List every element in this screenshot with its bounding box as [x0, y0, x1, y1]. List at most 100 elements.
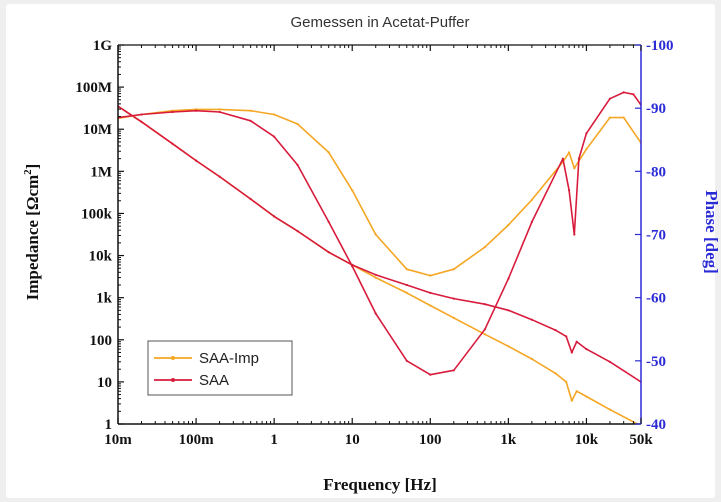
y-left-tick-label: 1k	[96, 291, 113, 307]
y-left-tick-label: 10M	[83, 122, 112, 138]
series-point-impedance-2	[608, 360, 612, 363]
series-point-phase-4	[140, 113, 143, 116]
series-line-phase-3	[118, 108, 641, 277]
series-point-impedance-2	[575, 340, 578, 343]
legend-label: SAA	[199, 372, 229, 389]
series-point-phase-4	[429, 373, 432, 376]
series-point-phase-4	[577, 157, 581, 160]
series-point-impedance-1	[429, 304, 432, 307]
legend-swatch-marker	[171, 378, 175, 382]
series-point-phase-4	[374, 312, 377, 315]
series-point-impedance-2	[565, 335, 568, 338]
x-tick-label: 1	[270, 432, 278, 448]
y-left-tick-label: 1M	[90, 164, 112, 180]
y-right-tick-label: -100	[646, 38, 674, 54]
chart-title: Gemessen in Acetat-Puffer	[291, 14, 470, 31]
series-point-phase-4	[195, 109, 198, 112]
series-point-impedance-1	[374, 276, 377, 279]
y-axis-label-left: Impedance [Ωcm2]	[22, 164, 42, 301]
series-point-phase-4	[405, 359, 408, 362]
series-point-impedance-2	[554, 329, 557, 332]
y-left-tick-label: 1G	[93, 38, 113, 54]
series-point-phase-3	[429, 274, 432, 277]
series-point-phase-4	[296, 163, 299, 167]
x-axis-label: Frequency [Hz]	[323, 475, 436, 494]
series-point-phase-3	[327, 151, 330, 154]
series-point-phase-4	[218, 110, 221, 114]
y-right-tick-label: -80	[646, 164, 666, 180]
series-point-phase-4	[530, 220, 534, 223]
x-tick-label: 50k	[629, 432, 653, 448]
series-point-impedance-2	[296, 230, 299, 233]
series-point-impedance-1	[608, 408, 612, 411]
series-point-phase-4	[452, 369, 455, 372]
series-point-impedance-2	[273, 215, 276, 218]
x-tick-label: 10k	[575, 432, 599, 448]
series-line-phase-4	[118, 91, 641, 376]
series-point-impedance-2	[171, 142, 174, 145]
y-left-tick-label: 10k	[89, 249, 113, 265]
y-left-tick-label: 100M	[75, 80, 112, 96]
series-point-phase-4	[351, 265, 354, 268]
series-line-impedance-2	[118, 105, 641, 383]
y-left-tick-label: 1	[105, 417, 113, 433]
series-point-impedance-1	[570, 399, 573, 402]
series-point-impedance-1	[452, 316, 455, 319]
series-point-phase-3	[273, 113, 276, 116]
series-point-phase-3	[507, 223, 510, 227]
series-layer	[118, 91, 641, 424]
series-point-impedance-2	[452, 297, 455, 300]
series-point-phase-4	[585, 132, 588, 135]
series-point-phase-3	[608, 116, 612, 119]
legend: SAA-Imp SAA	[147, 340, 293, 396]
axes-layer: 10m 100m 1 10 100 1k 10k 50k 1 10 100 1k 10k 100k 1M 10…	[75, 38, 673, 448]
series-point-phase-4	[632, 93, 635, 96]
series-point-impedance-2	[507, 309, 510, 312]
series-point-impedance-2	[585, 348, 588, 351]
series-point-phase-3	[573, 167, 576, 170]
series-point-impedance-2	[195, 159, 198, 162]
series-point-impedance-2	[218, 175, 221, 178]
series-point-impedance-1	[405, 291, 408, 294]
series-point-impedance-2	[483, 303, 486, 306]
y-axis-label-right: Phase [deg]	[702, 190, 721, 274]
series-point-impedance-2	[327, 251, 330, 254]
series-point-impedance-2	[405, 283, 408, 287]
series-point-phase-4	[171, 110, 174, 114]
series-point-impedance-2	[570, 351, 573, 354]
y-right-tick-label: -40	[646, 417, 666, 433]
x-tick-label: 10	[345, 432, 360, 448]
y-left-tick-label: 10	[97, 375, 112, 391]
series-point-impedance-1	[507, 345, 510, 348]
legend-swatch-marker	[171, 356, 175, 360]
legend-label: SAA-Imp	[199, 350, 259, 367]
series-point-impedance-2	[530, 318, 534, 321]
series-point-phase-4	[573, 233, 576, 236]
y-right-tick-label: -70	[646, 228, 666, 244]
series-point-phase-4	[273, 135, 276, 138]
series-point-phase-3	[296, 122, 299, 126]
series-point-phase-3	[249, 109, 252, 112]
y-left-tick-label: 100	[90, 333, 113, 349]
series-point-impedance-1	[530, 357, 534, 361]
series-point-phase-3	[568, 151, 571, 154]
series-point-phase-3	[218, 108, 221, 111]
y-right-tick-label: -90	[646, 101, 666, 117]
series-point-phase-3	[351, 189, 354, 192]
series-point-phase-4	[249, 119, 252, 122]
x-tick-label: 100	[419, 432, 442, 448]
series-point-phase-4	[327, 220, 330, 223]
series-point-phase-3	[585, 148, 588, 151]
series-point-phase-4	[507, 277, 510, 280]
series-point-impedance-2	[140, 120, 143, 123]
series-point-phase-3	[622, 116, 625, 119]
series-point-impedance-1	[575, 390, 578, 393]
x-tick-label: 100m	[179, 432, 215, 448]
series-point-phase-4	[561, 157, 565, 160]
legend-box	[147, 340, 293, 396]
series-point-impedance-1	[483, 333, 486, 336]
y-axis-label-left-sup: 2	[22, 169, 34, 175]
series-point-phase-3	[405, 268, 408, 271]
y-right-tick-label: -50	[646, 354, 666, 370]
